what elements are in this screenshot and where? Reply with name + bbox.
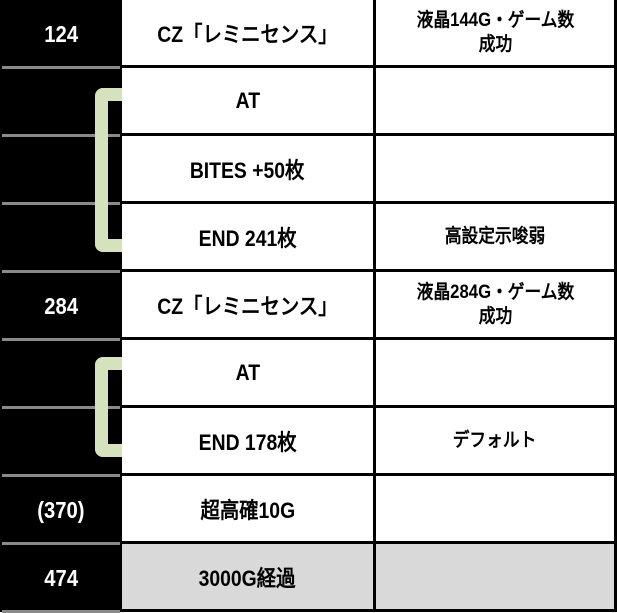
- event-text: CZ「レミニセンス」: [157, 21, 338, 47]
- event-cell: END 178枚: [122, 408, 376, 476]
- game-count: 124: [44, 20, 78, 47]
- row-divider: [2, 202, 120, 205]
- row-divider: [2, 338, 120, 341]
- event-cell: 超高確10G: [122, 476, 376, 544]
- table-row: 284 CZ「レミニセンス」 液晶284G・ゲーム数 成功: [0, 272, 617, 341]
- event-cell: CZ「レミニセンス」: [122, 0, 376, 68]
- table-row: 474 3000G経過: [0, 544, 617, 613]
- at-bracket-1: [95, 88, 122, 252]
- at-bracket-2: [95, 357, 122, 457]
- event-text: AT: [235, 87, 260, 113]
- event-text: CZ「レミニセンス」: [157, 293, 338, 319]
- row-divider: [2, 406, 120, 409]
- event-text: END 178枚: [198, 429, 297, 455]
- event-cell: 3000G経過: [122, 544, 376, 612]
- row-divider: [2, 270, 120, 273]
- row-divider: [2, 134, 120, 137]
- game-count-cell: (370): [0, 476, 122, 544]
- event-text: BITES +50枚: [190, 157, 305, 183]
- note-cell: [376, 476, 617, 544]
- note-cell: デフォルト: [376, 408, 617, 476]
- event-cell: AT: [122, 340, 376, 408]
- note-cell: 液晶284G・ゲーム数 成功: [376, 272, 617, 340]
- row-divider: [2, 66, 120, 69]
- event-cell: END 241枚: [122, 204, 376, 272]
- game-count-cell: 124: [0, 0, 122, 68]
- table-row: AT: [0, 68, 617, 137]
- note-text: 液晶144G・ゲーム数 成功: [416, 9, 574, 55]
- table-row: END 178枚 デフォルト: [0, 408, 617, 477]
- event-text: END 241枚: [198, 225, 297, 251]
- note-cell: [376, 544, 617, 612]
- game-count: 474: [44, 564, 78, 591]
- table-row: BITES +50枚: [0, 136, 617, 205]
- table-row: AT: [0, 340, 617, 409]
- note-cell: 高設定示唆弱: [376, 204, 617, 272]
- game-count-cell: 474: [0, 544, 122, 612]
- game-count: 284: [44, 292, 78, 319]
- event-text: 超高確10G: [200, 497, 295, 523]
- row-divider: [2, 474, 120, 477]
- event-cell: AT: [122, 68, 376, 136]
- note-text: 高設定示唆弱: [444, 225, 546, 247]
- note-cell: 液晶144G・ゲーム数 成功: [376, 0, 617, 68]
- game-count-cell: 284: [0, 272, 122, 340]
- event-cell: CZ「レミニセンス」: [122, 272, 376, 340]
- table-row: 124 CZ「レミニセンス」 液晶144G・ゲーム数 成功: [0, 0, 617, 69]
- note-cell: [376, 340, 617, 408]
- event-text: 3000G経過: [199, 565, 296, 591]
- event-cell: BITES +50枚: [122, 136, 376, 204]
- note-text: デフォルト: [453, 429, 537, 451]
- note-cell: [376, 68, 617, 136]
- event-text: AT: [235, 359, 260, 385]
- row-divider: [2, 542, 120, 545]
- note-text: 液晶284G・ゲーム数 成功: [416, 281, 574, 327]
- table-row: END 241枚 高設定示唆弱: [0, 204, 617, 273]
- game-count: (370): [37, 496, 85, 523]
- table-row: (370) 超高確10G: [0, 476, 617, 545]
- note-cell: [376, 136, 617, 204]
